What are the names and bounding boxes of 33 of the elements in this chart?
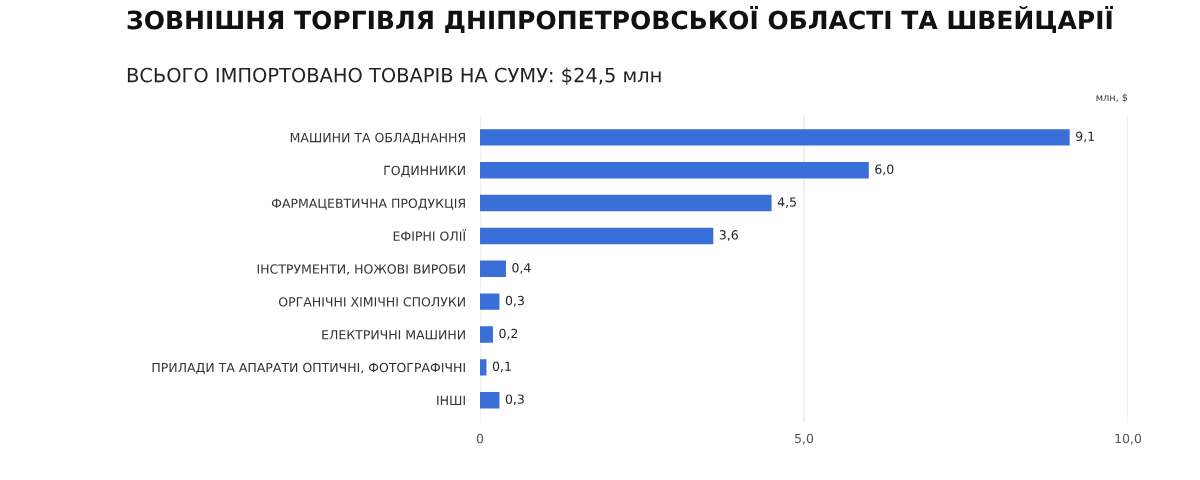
y-tick-label: ОРГАНІЧНІ ХІМІЧНІ СПОЛУКИ	[278, 297, 465, 307]
x-tick-label: 10,0	[1115, 433, 1142, 445]
data-label: 6,0	[875, 164, 894, 176]
data-label: 9,1	[1076, 131, 1094, 143]
y-tick-label: ІНШІ	[437, 395, 465, 405]
y-tick-label: ЕФІРНІ ОЛІЇ	[393, 229, 467, 241]
data-label: 0,3	[505, 295, 524, 307]
data-label: 3,6	[719, 230, 738, 241]
data-label: 0,4	[512, 262, 531, 274]
chart-subtitle: ВСЬОГО ІМПОРТОВАНО ТОВАРІВ НА СУМУ: $24,5 млн	[127, 67, 661, 86]
bar	[480, 260, 506, 278]
bar	[480, 162, 869, 179]
data-label: 0,3	[505, 394, 524, 406]
data-label: 0,2	[499, 328, 518, 340]
y-tick-label: ЕЛЕКТРИЧНІ МАШИНИ	[322, 330, 465, 340]
y-tick-label: ГОДИННИКИ	[384, 165, 465, 177]
x-tick-label: 0	[476, 433, 484, 444]
data-label: 0,1	[492, 361, 511, 373]
x-tick-label: 5,0	[795, 433, 814, 445]
chart-title: ЗОВНІШНЯ ТОРГІВЛЯ ДНІПРОПЕТРОВСЬКОЇ ОБЛАСТІ ТА ШВЕЙЦАРІЇ	[127, 5, 1113, 33]
y-tick-label: ПРИЛАДИ ТА АПАРАТИ ОПТИЧНІ, ФОТОГРАФІЧНІ	[152, 362, 465, 375]
y-tick-label: ФАРМАЦЕВТИЧНА ПРОДУКЦІЯ	[271, 198, 465, 210]
bar	[480, 194, 772, 212]
bar	[480, 293, 500, 310]
bar	[480, 227, 714, 245]
bar	[480, 326, 493, 343]
y-tick-label: ІНСТРУМЕНТИ, НОЖОВІ ВИРОБИ	[257, 264, 465, 275]
y-tick-label: МАШИНИ ТА ОБЛАДНАННЯ	[290, 132, 465, 145]
data-label: 4,5	[777, 197, 796, 208]
bar	[480, 392, 500, 409]
bar	[480, 129, 1070, 146]
x-axis-title: млн, $	[1096, 93, 1128, 103]
bar	[480, 359, 487, 376]
